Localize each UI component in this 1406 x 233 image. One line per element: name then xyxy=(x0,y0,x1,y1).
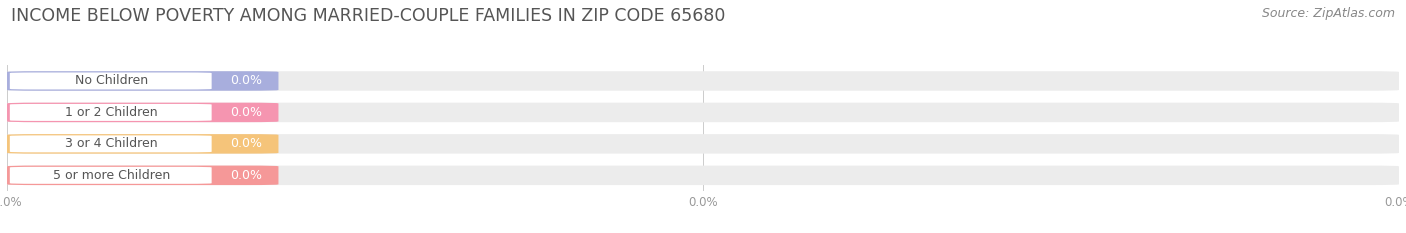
Text: INCOME BELOW POVERTY AMONG MARRIED-COUPLE FAMILIES IN ZIP CODE 65680: INCOME BELOW POVERTY AMONG MARRIED-COUPL… xyxy=(11,7,725,25)
FancyBboxPatch shape xyxy=(7,71,1399,91)
Text: 0.0%: 0.0% xyxy=(229,169,262,182)
Text: 3 or 4 Children: 3 or 4 Children xyxy=(65,137,157,150)
FancyBboxPatch shape xyxy=(7,103,1399,122)
FancyBboxPatch shape xyxy=(7,166,278,185)
Text: No Children: No Children xyxy=(75,75,148,87)
FancyBboxPatch shape xyxy=(7,166,1399,185)
Text: 0.0%: 0.0% xyxy=(229,137,262,150)
FancyBboxPatch shape xyxy=(10,167,212,184)
Text: 0.0%: 0.0% xyxy=(229,75,262,87)
FancyBboxPatch shape xyxy=(7,134,1399,154)
Text: Source: ZipAtlas.com: Source: ZipAtlas.com xyxy=(1261,7,1395,20)
FancyBboxPatch shape xyxy=(7,71,278,91)
FancyBboxPatch shape xyxy=(7,103,278,122)
Text: 1 or 2 Children: 1 or 2 Children xyxy=(65,106,157,119)
FancyBboxPatch shape xyxy=(7,134,278,154)
Text: 0.0%: 0.0% xyxy=(229,106,262,119)
Text: 5 or more Children: 5 or more Children xyxy=(53,169,170,182)
FancyBboxPatch shape xyxy=(10,104,212,121)
FancyBboxPatch shape xyxy=(10,135,212,152)
FancyBboxPatch shape xyxy=(10,72,212,89)
